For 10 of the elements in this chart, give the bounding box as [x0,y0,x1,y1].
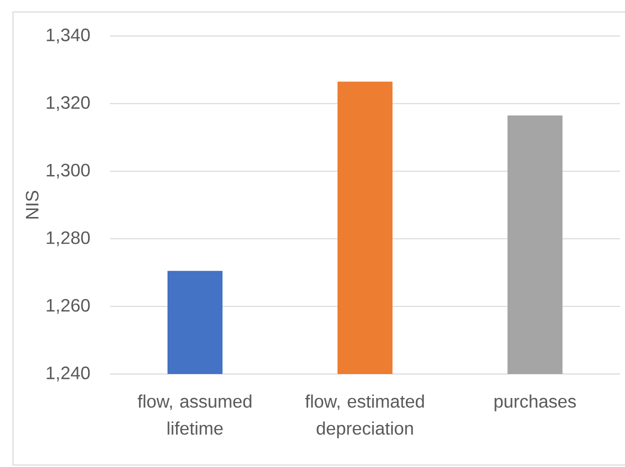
y-tick-label: 1,300 [46,164,90,179]
y-tick-label: 1,280 [46,231,90,246]
y-tick-label: 1,240 [46,366,90,382]
y-axis-title: NIS [26,190,39,219]
x-tick-label: flow, estimated depreciation [305,394,424,438]
y-tick-label: 1,340 [46,28,90,44]
x-tick-label: flow, assumed lifetime [138,394,252,435]
x-tick-label: purchases [494,394,576,412]
y-tick-label: 1,260 [46,298,90,314]
y-tick-label: 1,320 [46,96,90,112]
